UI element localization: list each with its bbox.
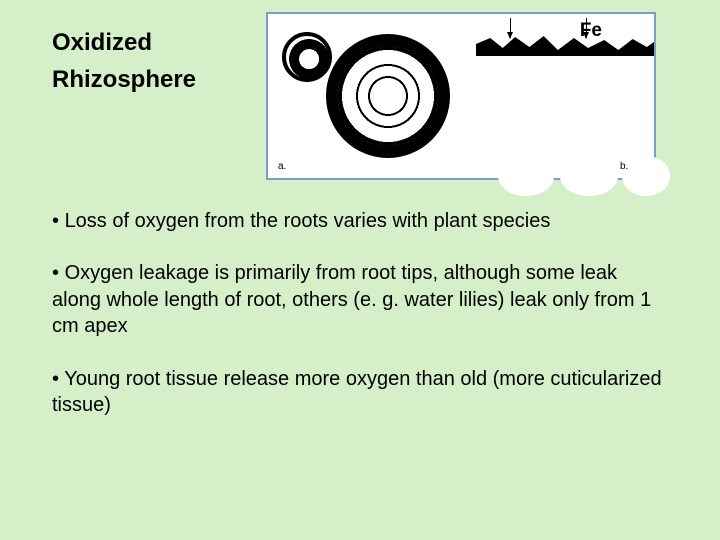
bullet-list: Loss of oxygen from the roots varies wit…	[52, 208, 668, 444]
bullet-item: Loss of oxygen from the roots varies wit…	[52, 208, 668, 234]
figure-b-iron-plaque: b.	[476, 14, 654, 178]
title-line-2: Rhizosphere	[52, 61, 196, 98]
figure-a-root-cross-section: a.	[268, 14, 476, 178]
bullet-item: Young root tissue release more oxygen th…	[52, 366, 668, 419]
fe-label: Fe	[580, 20, 602, 42]
bullet-item: Oxygen leakage is primarily from root ti…	[52, 260, 668, 339]
title-line-1: Oxidized	[52, 24, 196, 61]
slide-title: Oxidized Rhizosphere	[52, 24, 196, 98]
panel-b-label: b.	[618, 161, 630, 172]
root-cross-section-icon	[326, 34, 450, 158]
panel-a-label: a.	[276, 161, 288, 172]
lateral-root-bud-icon	[282, 32, 332, 82]
figure-panel: Fe a. b.	[266, 12, 656, 180]
epidermal-cells-icon	[476, 14, 654, 178]
